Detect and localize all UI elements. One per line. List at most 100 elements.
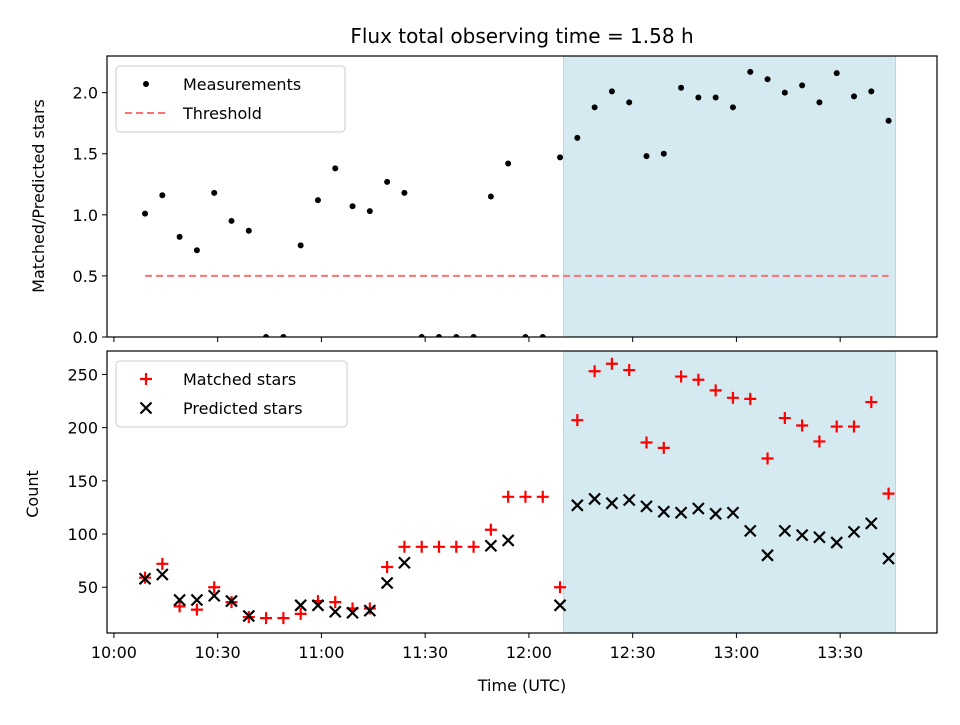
- data-point: [830, 420, 843, 433]
- data-point: [795, 528, 809, 542]
- y-tick-label: 150: [67, 472, 98, 491]
- bottom-y-axis-label: Count: [23, 470, 42, 518]
- data-point: [505, 160, 512, 167]
- data-point: [484, 523, 497, 536]
- data-point: [833, 70, 840, 77]
- data-point: [574, 134, 581, 141]
- data-point: [848, 420, 860, 433]
- data-point: [605, 357, 618, 370]
- data-point: [557, 154, 564, 161]
- data-point: [605, 496, 619, 510]
- data-point: [747, 68, 754, 75]
- data-point: [778, 412, 791, 425]
- data-point: [830, 536, 843, 549]
- data-point: [366, 208, 373, 215]
- y-tick-label: 1.5: [73, 145, 98, 164]
- data-point: [640, 500, 653, 513]
- top-y-axis-label: Matched/Predicted stars: [29, 99, 48, 293]
- data-point: [363, 602, 376, 615]
- x-axis-label: Time (UTC): [477, 676, 566, 695]
- legend-marker: [140, 373, 152, 385]
- series-predicted-stars: [138, 492, 895, 623]
- axes-frame: [106, 350, 938, 634]
- x-tick-label: 11:30: [402, 643, 448, 662]
- data-point: [332, 165, 339, 172]
- legend-marker: [139, 401, 153, 415]
- data-point: [847, 525, 861, 539]
- data-point: [138, 572, 152, 586]
- data-point: [781, 89, 788, 96]
- data-point: [709, 384, 722, 397]
- data-point: [311, 599, 325, 612]
- data-point: [436, 334, 442, 337]
- data-point: [225, 594, 238, 608]
- data-point: [415, 540, 428, 553]
- data-point: [536, 490, 549, 503]
- data-point: [674, 506, 688, 520]
- axes-frame: [106, 55, 938, 338]
- data-point: [280, 334, 287, 337]
- data-point: [660, 150, 667, 157]
- y-tick-label: 0.5: [73, 267, 98, 286]
- data-point: [467, 540, 480, 553]
- legend-box: [115, 360, 348, 428]
- data-point: [764, 76, 771, 83]
- x-tick-label: 12:30: [610, 643, 656, 662]
- data-point: [851, 93, 857, 100]
- data-point: [622, 493, 636, 507]
- y-tick-label: 100: [67, 525, 98, 544]
- data-point: [571, 414, 584, 427]
- data-point: [487, 193, 494, 200]
- data-point: [363, 604, 377, 617]
- data-point: [868, 88, 875, 95]
- data-point: [726, 506, 740, 520]
- legend-label: Measurements: [183, 75, 301, 94]
- plot-area: [142, 68, 892, 337]
- data-point: [484, 539, 498, 553]
- data-point: [381, 561, 394, 574]
- data-point: [588, 492, 601, 506]
- data-point: [865, 517, 878, 530]
- data-point: [190, 593, 204, 607]
- plot-area: [138, 357, 895, 625]
- x-tick-label: 10:00: [91, 643, 137, 662]
- legend-label: Threshold: [182, 104, 262, 123]
- data-point: [744, 392, 757, 405]
- data-point: [242, 609, 256, 623]
- data-point: [349, 203, 356, 210]
- data-point: [709, 507, 722, 521]
- data-point: [692, 502, 705, 515]
- data-point: [712, 94, 719, 101]
- x-tick-label: 13:30: [817, 643, 863, 662]
- x-tick-label: 11:00: [298, 643, 344, 662]
- data-point: [502, 490, 515, 503]
- data-point: [554, 581, 567, 594]
- data-point: [470, 334, 477, 337]
- panel-1: 0.0 0.5 1.0 1.5 2.0 Measurements Threshold: [73, 55, 938, 347]
- y-tick-label: 250: [67, 365, 98, 384]
- data-point: [522, 334, 529, 337]
- data-point: [726, 391, 739, 404]
- data-point: [260, 612, 273, 625]
- y-tick-label: 200: [67, 419, 98, 438]
- data-point: [173, 600, 186, 613]
- chart-title: Flux total observing time = 1.58 h: [350, 24, 693, 48]
- data-point: [384, 178, 391, 185]
- data-point: [277, 612, 290, 625]
- data-point: [263, 334, 270, 337]
- data-point: [778, 524, 792, 538]
- data-point: [882, 487, 895, 500]
- data-point: [626, 99, 633, 106]
- legend-label: Predicted stars: [183, 399, 303, 418]
- data-point: [761, 549, 774, 562]
- data-point: [761, 452, 774, 465]
- y-tick-label: 1.0: [73, 206, 98, 225]
- data-point: [450, 540, 463, 553]
- data-point: [657, 441, 670, 454]
- data-point: [885, 117, 892, 124]
- x-tick-label: 10:30: [195, 643, 241, 662]
- data-point: [501, 534, 515, 547]
- data-point: [190, 603, 203, 616]
- data-point: [799, 82, 806, 89]
- data-point: [401, 189, 408, 196]
